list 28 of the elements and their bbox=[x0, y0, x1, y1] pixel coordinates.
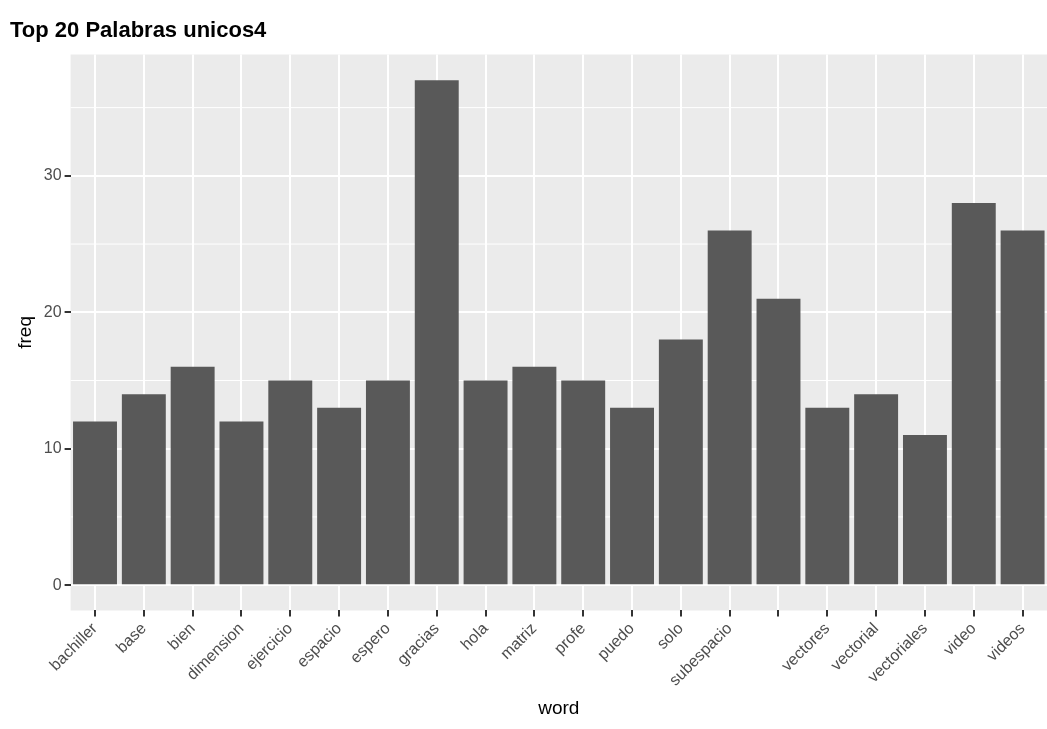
y-tick-label: 30 bbox=[43, 166, 62, 184]
bar bbox=[1000, 230, 1045, 585]
bar bbox=[610, 407, 654, 585]
chart-title: Top 20 Palabras unicos4 bbox=[10, 17, 268, 43]
bar bbox=[902, 435, 947, 585]
bar bbox=[561, 380, 606, 585]
bar bbox=[365, 380, 410, 585]
y-tick-label: 0 bbox=[52, 575, 62, 593]
bar bbox=[805, 407, 850, 585]
bar bbox=[268, 380, 313, 585]
bar bbox=[219, 421, 264, 585]
x-tick-label: hola bbox=[457, 619, 491, 653]
bar bbox=[854, 394, 899, 585]
bar bbox=[414, 80, 459, 585]
bar bbox=[951, 203, 996, 585]
bar bbox=[463, 380, 508, 585]
bar bbox=[658, 339, 703, 585]
bar bbox=[707, 230, 752, 585]
y-tick-label: 10 bbox=[43, 439, 62, 457]
y-axis-title: freq bbox=[13, 316, 35, 349]
y-tick-label: 20 bbox=[43, 302, 62, 320]
bar bbox=[317, 407, 362, 585]
bar bbox=[756, 298, 801, 585]
bar bbox=[73, 421, 117, 585]
bar bbox=[512, 366, 557, 585]
bar bbox=[121, 394, 166, 585]
bar bbox=[170, 366, 215, 585]
x-axis-title: word bbox=[537, 696, 580, 718]
